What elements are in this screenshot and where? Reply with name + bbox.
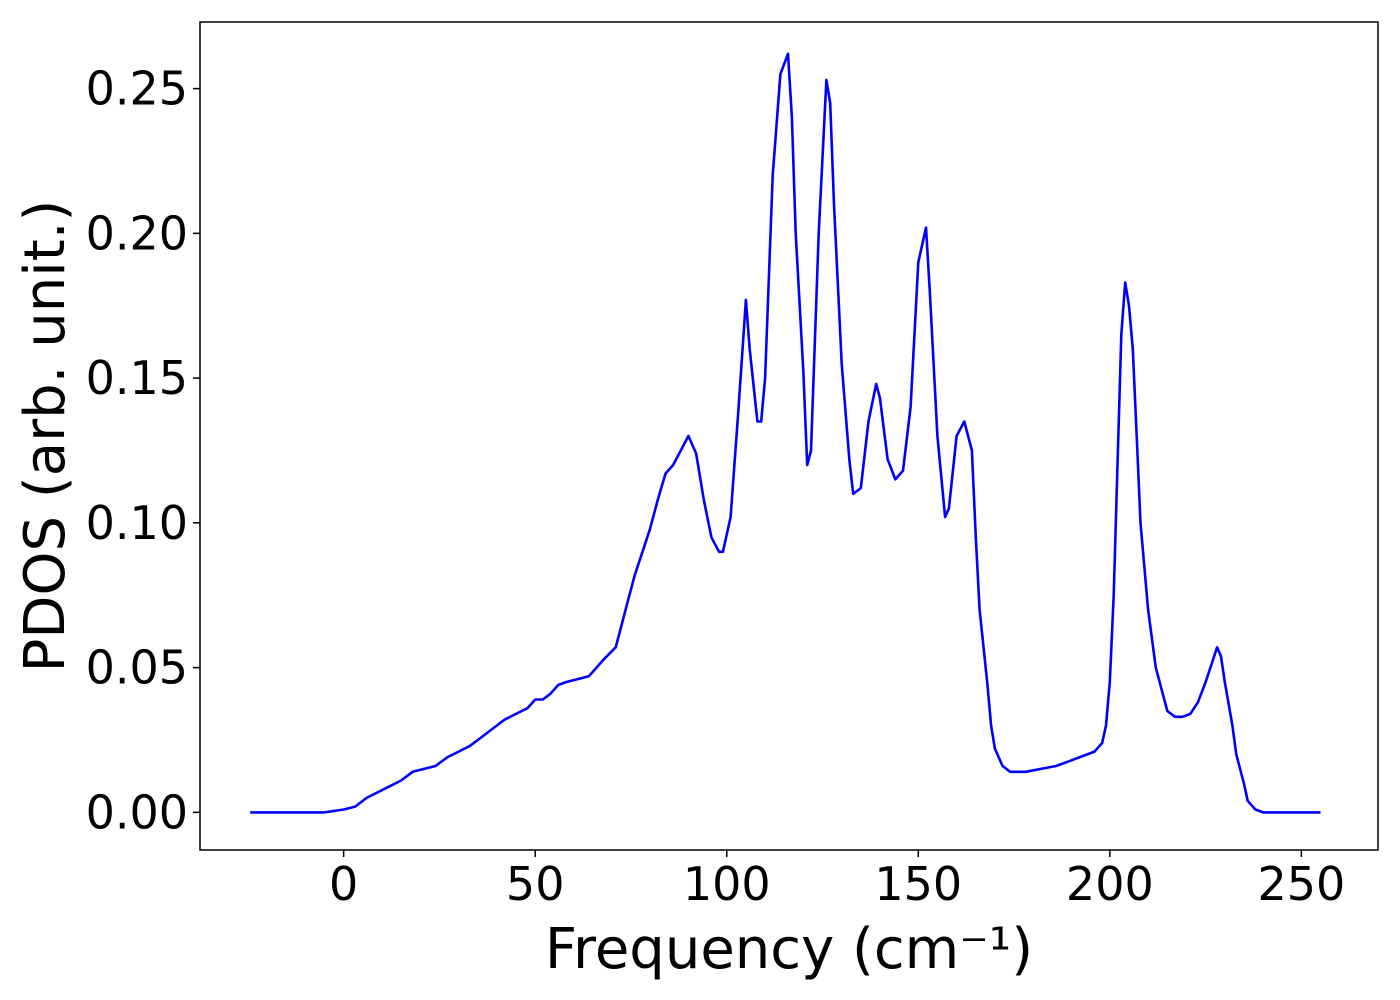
plot-frame [199,21,1379,851]
x-tick-label: 100 [683,857,771,911]
series-layer [250,52,1321,814]
y-tick-label: 0.20 [86,206,188,260]
y-tick-label: 0.05 [86,641,188,695]
y-tick-label: 0.25 [86,62,188,116]
x-axis-ticks: 0 50 100 150 200 250 [329,850,1345,911]
x-tick-label: 150 [874,857,962,911]
x-tick-label: 0 [329,857,358,911]
y-tick-label: 0.10 [86,496,188,550]
x-tick-label: 200 [1066,857,1154,911]
x-axis-label: Frequency (cm⁻¹) [545,917,1033,982]
y-axis-label: PDOS (arb. unit.) [13,200,78,673]
y-tick-label: 0.00 [86,785,188,839]
x-tick-label: 50 [506,857,565,911]
x-tick-label: 250 [1257,857,1345,911]
y-axis-ticks: 0.00 0.05 0.10 0.15 0.20 0.25 [86,62,200,839]
y-tick-label: 0.15 [86,351,188,405]
series-line [250,52,1321,814]
